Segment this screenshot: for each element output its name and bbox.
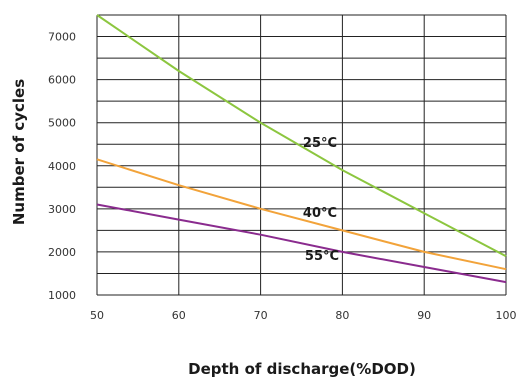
y-tick-label: 3000 <box>48 203 76 216</box>
series-line <box>96 14 507 258</box>
series-label: 55°C <box>305 249 339 264</box>
x-axis-title: Depth of discharge(%DOD) <box>188 360 416 378</box>
y-tick-label: 5000 <box>48 117 76 130</box>
y-tick-label: 6000 <box>48 74 76 87</box>
y-tick-label: 1000 <box>48 289 76 302</box>
y-tick-labels: 1000 2000 3000 4000 5000 6000 7000 <box>48 31 76 302</box>
series-label: 25°C <box>303 136 337 151</box>
x-tick-label: 60 <box>172 309 186 322</box>
series-line <box>96 203 507 284</box>
y-axis-title: Number of cycles <box>10 79 28 225</box>
x-tick-label: 100 <box>496 309 517 322</box>
grid <box>96 14 507 296</box>
y-tick-label: 7000 <box>48 31 76 44</box>
series-label: 40°C <box>303 206 337 221</box>
series-lines <box>96 14 507 284</box>
y-tick-label: 4000 <box>48 160 76 173</box>
x-tick-label: 90 <box>417 309 431 322</box>
series-line <box>96 158 507 271</box>
x-tick-labels: 50 60 70 80 90 100 <box>90 309 517 322</box>
x-tick-label: 50 <box>90 309 104 322</box>
series-labels: 25°C 40°C 55°C <box>303 136 339 264</box>
x-tick-label: 80 <box>335 309 349 322</box>
x-tick-label: 70 <box>254 309 268 322</box>
y-tick-label: 2000 <box>48 246 76 259</box>
